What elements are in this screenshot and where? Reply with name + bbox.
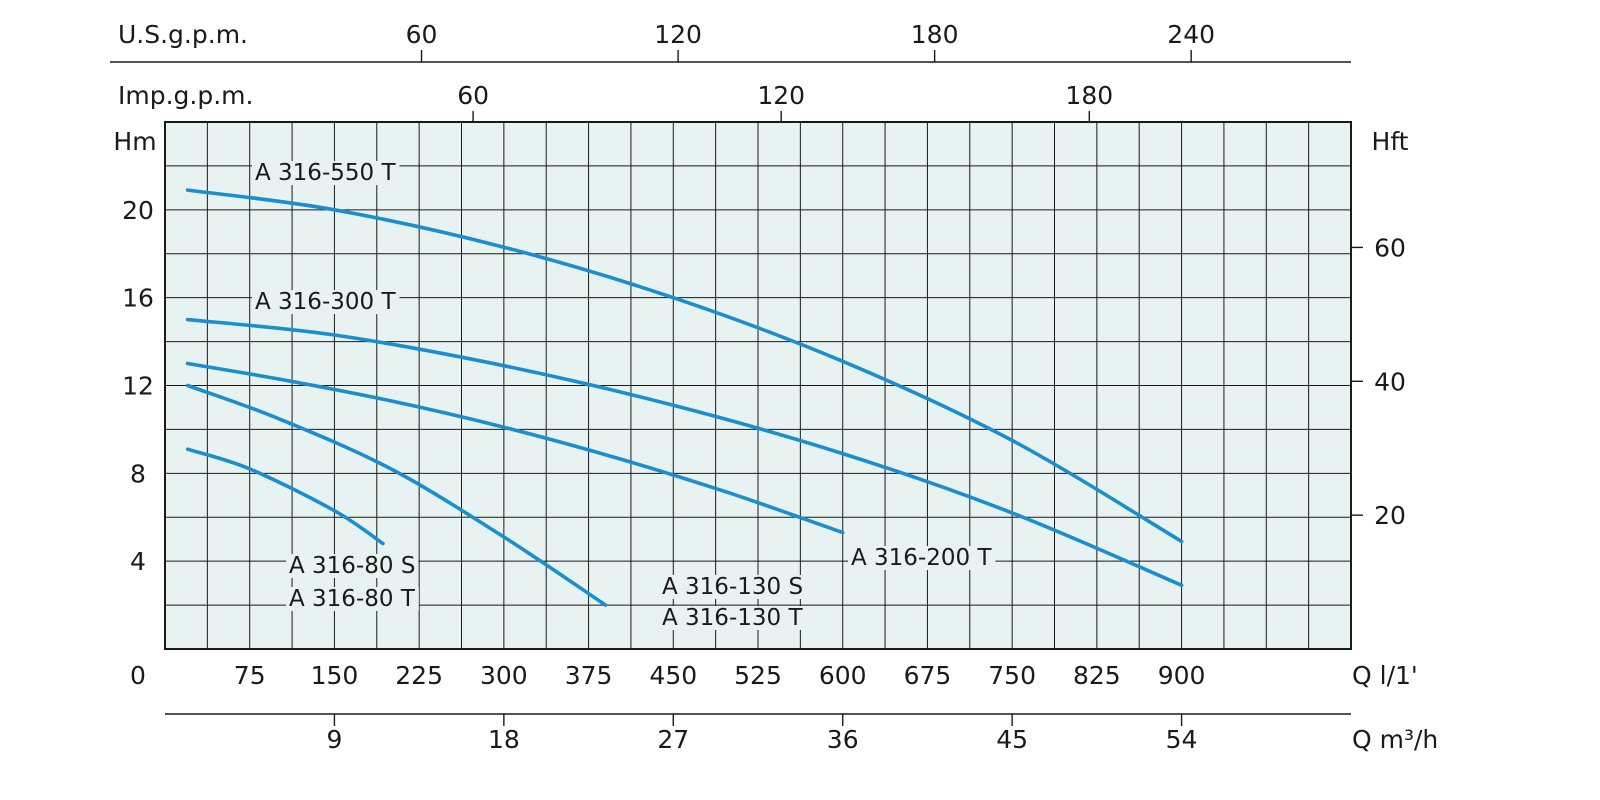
series-labels: A 316-550 T A 316-300 T A 316-200 T A 316-1… xyxy=(252,160,996,631)
curve-label: A 316-80 S xyxy=(289,553,415,579)
y-right-axis-title: Hft xyxy=(1372,127,1409,156)
y-left-tick-label: 16 xyxy=(122,284,154,313)
curve-label-background xyxy=(286,587,419,611)
x-m3h-tick-label: 45 xyxy=(996,725,1028,754)
x-primary-tick-label: 450 xyxy=(649,661,697,690)
y-right-tick-label: 20 xyxy=(1374,501,1406,530)
y-left-axis-title: Hm xyxy=(113,127,156,156)
x-m3h-axis-title: Q m³/h xyxy=(1352,725,1438,754)
pump-curve xyxy=(185,361,845,535)
curve-label: A 316-130 T xyxy=(662,605,803,631)
x-usgpm-tick-label: 180 xyxy=(911,20,959,49)
x-primary-tick-label: 750 xyxy=(988,661,1036,690)
x-primary-tick-label: 300 xyxy=(480,661,528,690)
x-usgpm-axis-title: U.S.g.p.m. xyxy=(118,20,248,49)
x-m3h-tick-label: 54 xyxy=(1166,725,1198,754)
x-primary-tick-label: 525 xyxy=(734,661,782,690)
x-primary-tick-label: 75 xyxy=(234,661,266,690)
curve-label: A 316-550 T xyxy=(255,160,396,186)
curve-label-background xyxy=(659,606,807,630)
x-primary-tick-label: 225 xyxy=(395,661,443,690)
x-primary-axis-title: Q l/1' xyxy=(1352,661,1418,690)
x-impgpm-tick-label: 60 xyxy=(457,81,489,110)
x-usgpm-tick-label: 60 xyxy=(406,20,438,49)
x-usgpm-tick-label: 240 xyxy=(1167,20,1215,49)
x-primary-tick-label: 150 xyxy=(311,661,359,690)
pump-curve xyxy=(185,383,608,607)
x-primary-tick-label: 900 xyxy=(1158,661,1206,690)
head-metres-axis: Hm 4 8 12 16 20 xyxy=(113,127,156,576)
x-m3h-tick-label: 27 xyxy=(657,725,689,754)
pump-curve xyxy=(185,317,1184,588)
curve-label: A 316-300 T xyxy=(255,289,396,315)
x-usgpm-tick-label: 120 xyxy=(654,20,702,49)
pump-curve xyxy=(185,447,385,546)
curve-label: A 316-80 T xyxy=(289,586,416,612)
plot-frame xyxy=(164,121,1352,650)
x-primary-tick-label: 375 xyxy=(565,661,613,690)
y-left-tick-label: 12 xyxy=(122,372,154,401)
x-primary-tick-label: 675 xyxy=(904,661,952,690)
curve-label-background xyxy=(848,546,996,570)
bottom-flow-axes: 0 75 150 225 300 375 450 525 600 675 750 825 900 Q l/… xyxy=(130,661,1438,754)
curve-label-background xyxy=(252,161,400,185)
curve-label-background xyxy=(286,554,419,578)
y-left-tick-label: 8 xyxy=(130,459,146,488)
x-impgpm-tick-label: 120 xyxy=(757,81,805,110)
pump-curves xyxy=(185,188,1184,607)
curve-label-background xyxy=(659,575,807,599)
curve-label: A 316-200 T xyxy=(851,545,992,571)
x-primary-tick-label: 600 xyxy=(819,661,867,690)
x-impgpm-tick-label: 180 xyxy=(1065,81,1113,110)
x-m3h-tick-label: 18 xyxy=(488,725,520,754)
x-m3h-tick-label: 9 xyxy=(326,725,342,754)
top-flow-axes: U.S.g.p.m. 60 120 180 240 Imp.g.p.m. 60 120 180 xyxy=(110,20,1351,122)
head-feet-axis: Hft 20 40 60 xyxy=(1351,127,1409,530)
curve-label-background xyxy=(252,290,400,314)
curve-label: A 316-130 S xyxy=(662,574,803,600)
y-right-tick-label: 40 xyxy=(1374,367,1406,396)
x-m3h-tick-label: 36 xyxy=(827,725,859,754)
y-right-tick-label: 60 xyxy=(1374,233,1406,262)
x-primary-tick-label: 825 xyxy=(1073,661,1121,690)
y-left-tick-label: 20 xyxy=(122,196,154,225)
x-impgpm-axis-title: Imp.g.p.m. xyxy=(118,81,253,110)
x-primary-tick-label: 0 xyxy=(130,661,146,690)
y-left-tick-label: 4 xyxy=(130,547,146,576)
pump-curve xyxy=(185,188,1184,544)
